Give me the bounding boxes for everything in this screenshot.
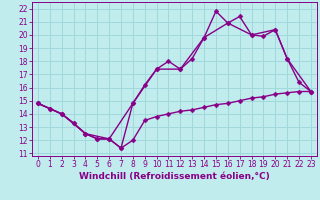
- X-axis label: Windchill (Refroidissement éolien,°C): Windchill (Refroidissement éolien,°C): [79, 172, 270, 181]
